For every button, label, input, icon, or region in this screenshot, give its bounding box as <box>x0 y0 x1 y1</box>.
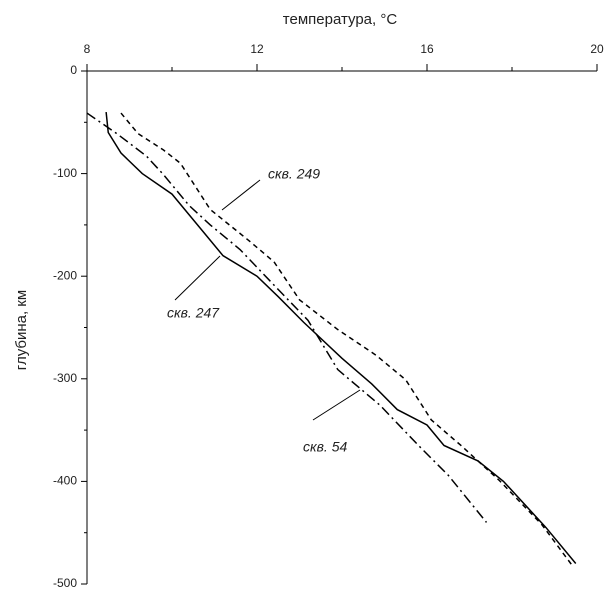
x-axis-title: температура, °C <box>283 11 398 28</box>
annotation: скв. 54 <box>303 439 347 455</box>
leader-line <box>174 255 221 301</box>
x-tick-label: 16 <box>420 42 434 56</box>
y-tick-label: -400 <box>53 474 77 488</box>
y-tick-label: -200 <box>53 268 77 282</box>
y-axis-title: глубина, км <box>13 290 30 370</box>
data-line <box>105 111 577 564</box>
y-tick-label: -500 <box>53 576 77 589</box>
y-tick-label: 0 <box>70 63 77 77</box>
leader-line <box>312 389 361 421</box>
leader-line <box>221 179 261 211</box>
annotation: скв. 247 <box>167 305 220 321</box>
annotation: скв. 249 <box>268 166 320 182</box>
y-tick-label: -300 <box>53 371 77 385</box>
x-tick-label: 20 <box>590 42 604 56</box>
data-line <box>86 112 488 523</box>
data-line <box>120 112 573 565</box>
x-tick-label: 12 <box>250 42 264 56</box>
y-tick-label: -100 <box>53 166 77 180</box>
x-tick-label: 8 <box>84 42 91 56</box>
